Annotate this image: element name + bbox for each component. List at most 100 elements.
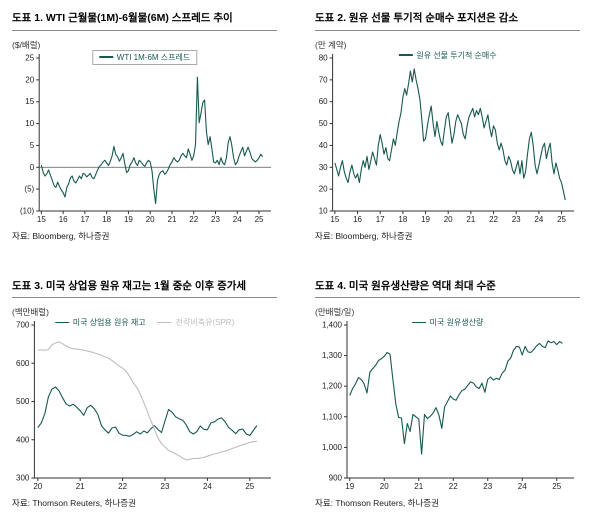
svg-text:16: 16 <box>353 215 362 224</box>
chart-panel-1: 도표 1. WTI 근월물(1M)-6월물(6M) 스프레드 추이 ($/배럴)… <box>12 12 277 254</box>
chart4-plot-area: 900 1,000 1,100 1,200 1,300 1,400 19 20 21 22 23 24… <box>315 317 580 493</box>
svg-text:15: 15 <box>37 215 46 224</box>
chart2-unit-label: (만 계약) <box>315 39 347 50</box>
chart-legend: WTI 1M-6M 스프레드 <box>91 49 198 65</box>
svg-text:17: 17 <box>80 215 89 224</box>
svg-text:21: 21 <box>466 215 475 224</box>
svg-text:10: 10 <box>25 119 34 128</box>
svg-text:1,400: 1,400 <box>322 321 343 330</box>
legend-label: 미국 원유생산량 <box>429 318 484 328</box>
svg-text:23: 23 <box>211 215 220 224</box>
svg-text:19: 19 <box>124 215 133 224</box>
svg-text:19: 19 <box>421 215 430 224</box>
svg-text:24: 24 <box>203 482 212 491</box>
chart3-unit-label: (백만배럴) <box>12 307 49 318</box>
chart-svg: 900 1,000 1,100 1,200 1,300 1,400 19 20 21 22 23 24… <box>322 321 574 491</box>
legend-item: 전략비축유(SPR) <box>157 317 235 328</box>
svg-text:24: 24 <box>534 215 543 224</box>
svg-text:23: 23 <box>512 215 521 224</box>
svg-text:21: 21 <box>168 215 177 224</box>
svg-text:21: 21 <box>76 482 85 491</box>
chart-svg: 300 400 500 600 700 20 21 22 23 24 25 <box>16 321 271 491</box>
svg-text:700: 700 <box>16 321 30 330</box>
svg-text:23: 23 <box>161 482 170 491</box>
chart-legend: 미국 상업용 원유 재고 전략비축유(SPR) <box>54 317 235 329</box>
chart-panel-2: 도표 2. 원유 선물 투기적 순매수 포지션은 감소 (만 계약) 10 20 3… <box>315 12 580 254</box>
svg-text:20: 20 <box>33 482 42 491</box>
svg-text:25: 25 <box>552 482 561 491</box>
svg-text:(10): (10) <box>20 206 35 215</box>
chart2-source: 자료: Bloomberg, 하나증권 <box>315 230 413 241</box>
svg-text:25: 25 <box>245 482 254 491</box>
svg-text:300: 300 <box>16 474 30 483</box>
svg-text:900: 900 <box>329 474 343 483</box>
svg-text:23: 23 <box>483 482 492 491</box>
svg-text:50: 50 <box>319 119 328 128</box>
legend-item: 미국 상업용 원유 재고 <box>54 317 146 328</box>
chart3-plot-area: 300 400 500 600 700 20 21 22 23 24 25 미국 상업용 원유 재고 전… <box>12 317 277 493</box>
svg-text:19: 19 <box>345 482 354 491</box>
chart4-source: 자료: Thomson Reuters, 하나증권 <box>315 498 439 509</box>
legend-label: 원유 선물 투기적 순매수 <box>416 50 497 60</box>
chart1-plot-area: (10) (5) 0 5 10 15 20 25 15 16 17 18 19 20 21 22 23 24 25 W… <box>12 49 277 226</box>
svg-text:25: 25 <box>25 53 34 62</box>
legend-line-swatch <box>157 321 172 324</box>
svg-text:500: 500 <box>16 397 30 406</box>
legend-item: 원유 선물 투기적 순매수 <box>398 50 497 61</box>
chart1-title: 도표 1. WTI 근월물(1M)-6월물(6M) 스프레드 추이 <box>12 12 277 31</box>
svg-text:20: 20 <box>319 184 328 193</box>
svg-text:400: 400 <box>16 435 30 444</box>
svg-text:70: 70 <box>319 75 328 84</box>
chart-legend: 미국 원유생산량 <box>411 317 484 329</box>
legend-line-swatch <box>98 56 113 58</box>
chart1-unit-label: ($/배럴) <box>12 39 41 50</box>
svg-text:15: 15 <box>25 97 34 106</box>
svg-text:24: 24 <box>518 482 527 491</box>
chart2-title: 도표 2. 원유 선물 투기적 순매수 포지션은 감소 <box>315 12 580 31</box>
svg-text:60: 60 <box>319 97 328 106</box>
svg-text:15: 15 <box>330 215 339 224</box>
svg-text:17: 17 <box>376 215 385 224</box>
svg-text:1,200: 1,200 <box>322 382 343 391</box>
legend-item: WTI 1M-6M 스프레드 <box>98 52 190 63</box>
svg-text:1,000: 1,000 <box>322 443 343 452</box>
svg-text:30: 30 <box>319 162 328 171</box>
legend-line-swatch <box>398 54 413 56</box>
svg-text:0: 0 <box>30 162 35 171</box>
svg-text:22: 22 <box>189 215 198 224</box>
svg-text:21: 21 <box>414 482 423 491</box>
svg-text:25: 25 <box>255 215 264 224</box>
chart-legend: 원유 선물 투기적 순매수 <box>398 49 497 61</box>
legend-label: 전략비축유(SPR) <box>175 318 235 328</box>
svg-text:20: 20 <box>25 75 34 84</box>
svg-text:5: 5 <box>30 141 35 150</box>
svg-text:(5): (5) <box>24 184 34 193</box>
svg-text:25: 25 <box>557 215 566 224</box>
legend-label: 미국 상업용 원유 재고 <box>72 318 146 328</box>
svg-text:22: 22 <box>118 482 127 491</box>
svg-text:22: 22 <box>449 482 458 491</box>
chart1-source: 자료: Bloomberg, 하나증권 <box>12 230 110 241</box>
chart4-unit-label: (만배럴/일) <box>315 307 355 318</box>
svg-text:1,300: 1,300 <box>322 351 343 360</box>
svg-text:80: 80 <box>319 53 328 62</box>
chart-panel-3: 도표 3. 미국 상업용 원유 재고는 1월 중순 이후 증가세 (백만배럴) … <box>12 280 277 521</box>
chart-svg: (10) (5) 0 5 10 15 20 25 15 16 17 18 19 20 21 22 23 24 25 <box>20 53 271 224</box>
legend-item: 미국 원유생산량 <box>411 317 484 328</box>
svg-text:40: 40 <box>319 141 328 150</box>
svg-text:22: 22 <box>489 215 498 224</box>
svg-text:20: 20 <box>444 215 453 224</box>
legend-line-swatch <box>411 321 426 324</box>
legend-line-swatch <box>54 321 69 324</box>
svg-text:10: 10 <box>319 206 328 215</box>
svg-text:18: 18 <box>102 215 111 224</box>
svg-text:1,100: 1,100 <box>322 412 343 421</box>
chart-panel-4: 도표 4. 미국 원유생산량은 역대 최대 수준 (만배럴/일) 900 1,00… <box>315 280 580 521</box>
chart-svg: 10 20 30 40 50 60 70 80 15 16 17 18 19 20 21 22 23 24 25 <box>319 53 574 224</box>
chart3-source: 자료: Thomson Reuters, 하나증권 <box>12 498 136 509</box>
svg-text:20: 20 <box>146 215 155 224</box>
chart3-title: 도표 3. 미국 상업용 원유 재고는 1월 중순 이후 증가세 <box>12 280 277 299</box>
svg-text:18: 18 <box>398 215 407 224</box>
svg-text:16: 16 <box>59 215 68 224</box>
